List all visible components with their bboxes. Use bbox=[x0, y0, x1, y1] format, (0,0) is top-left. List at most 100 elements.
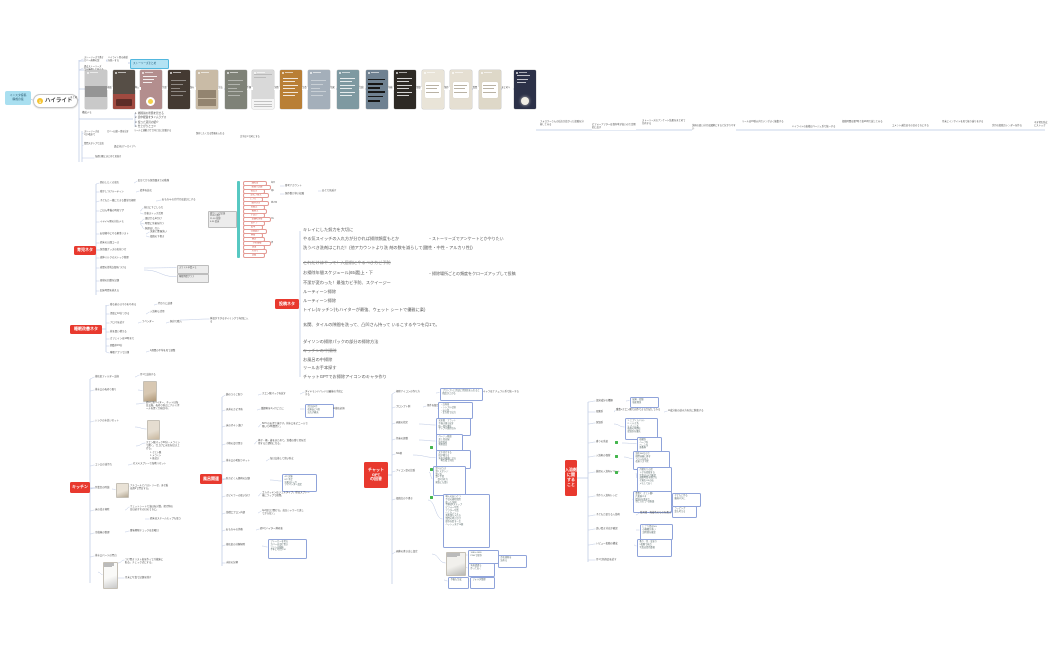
bath-item[interactable]: 毎日交換して臭い防止 bbox=[270, 457, 294, 460]
salt-item[interactable]: 月1で新商品を試す bbox=[596, 558, 617, 561]
kitchen-item[interactable]: 換気扇フィルター交換 bbox=[95, 375, 119, 378]
gap-label[interactable]: 悩み bbox=[189, 87, 196, 90]
gpt-item[interactable]: 色味の調整 bbox=[396, 437, 408, 440]
gpt-sketch[interactable] bbox=[446, 552, 466, 576]
childcare-item[interactable]: イヤイヤ期の対応メモ bbox=[100, 220, 124, 223]
childcare-item[interactable]: 前日に下ごしらえ bbox=[144, 206, 164, 209]
gap-label[interactable]: まとめへ bbox=[501, 87, 513, 90]
post-idea[interactable]: 不潔が変わった！最強カビ予防、スクイージー bbox=[303, 280, 391, 286]
gpt-item[interactable]: 掃除アイコンの作り方 bbox=[396, 390, 420, 393]
story-thumb-14[interactable] bbox=[450, 70, 472, 109]
label-bathsalt[interactable]: 入浴剤 に関 する こと bbox=[565, 460, 577, 496]
bath-item[interactable]: 水栓の分解 bbox=[226, 561, 238, 564]
highlight-node[interactable]: 1 ハイライト bbox=[33, 94, 78, 108]
childcare-item[interactable]: 選ばせる声かけ bbox=[145, 217, 162, 220]
story-step[interactable]: 3. 使った道具の紹介 bbox=[135, 120, 159, 124]
kitchen-note[interactable]: 週末はスチームモップも使う bbox=[150, 517, 182, 520]
salt-note-box[interactable]: 硫黄／炭酸 塩化物泉 bbox=[630, 397, 659, 408]
gap-label[interactable]: 効果 bbox=[330, 87, 337, 90]
bath-item[interactable]: 防カビくん煙剤の記録 bbox=[226, 477, 250, 480]
kitchen-note[interactable]: ウェットシートで油はね対策。揚げ物の日は必ずその日のうちに。 bbox=[130, 505, 174, 511]
story-thumb-4[interactable] bbox=[168, 70, 190, 109]
gap-label[interactable]: 質問 bbox=[472, 87, 479, 90]
label-chatgpt[interactable]: チャット GPT の回答 bbox=[364, 462, 388, 488]
story-thumb-7[interactable] bbox=[252, 70, 274, 109]
chain-note[interactable]: ストーリーズのアンケート結果をまとめて共有する bbox=[642, 120, 686, 126]
gpt-item[interactable]: 投稿文の下書き bbox=[396, 497, 413, 500]
gpt-note-box[interactable]: 予備も生成 bbox=[448, 577, 469, 589]
bath-note[interactable]: ダイヤモンドパッドは最後の手段にする bbox=[305, 390, 344, 396]
salt-note[interactable]: 低刺激・無着色のものを選ぶ bbox=[640, 511, 672, 514]
label-kitchen[interactable]: キッチン bbox=[70, 482, 90, 493]
gpt-item[interactable]: 画風の指定 bbox=[396, 421, 408, 424]
story-thumb-16[interactable] bbox=[514, 70, 536, 109]
kitchen-item[interactable]: 床の拭き掃除 bbox=[95, 508, 110, 511]
story-thumb-5[interactable] bbox=[196, 70, 218, 109]
childcare-item[interactable]: 参考アカウント bbox=[285, 184, 302, 187]
salt-note-box[interactable]: ラッピング 案も考える bbox=[672, 506, 697, 518]
sleep-item[interactable]: 湯船に10分つかる bbox=[110, 312, 130, 315]
salt-item[interactable]: 香りの系統 bbox=[596, 440, 608, 443]
bath-item[interactable]: クエン酸パックを試す bbox=[262, 392, 286, 395]
post-idea[interactable]: やる気スイッチの入れ方が分かれば掃除頻度もとか bbox=[303, 236, 400, 242]
gpt-item[interactable]: NG例 bbox=[396, 452, 402, 455]
bath-note[interactable]: 年2回だけ開ける。高圧シャワーで流してから拭く。 bbox=[262, 509, 304, 515]
sleep-log-box[interactable]: 寝かしつけ記録 20:30 消灯 21:00 就寝 6:30 起床 bbox=[208, 211, 237, 228]
kitchen-photo[interactable] bbox=[147, 420, 160, 440]
childcare-item[interactable]: 液体ミルクのストック管理 bbox=[100, 256, 129, 259]
selected-node[interactable]: ストーリーズまとめ bbox=[130, 59, 169, 69]
story-thumb-8[interactable] bbox=[280, 70, 302, 109]
bath-note-box[interactable]: ブレーカーを切る カバーは浸け置き ファンは綿棒 半年に1回でOK bbox=[268, 539, 307, 559]
kitchen-item[interactable]: 月1で交換する bbox=[140, 373, 156, 376]
story-thumb-3[interactable] bbox=[140, 70, 162, 109]
gap-label[interactable]: 比較 bbox=[359, 87, 366, 90]
childcare-item[interactable]: お昼寝中にやる家事リスト bbox=[100, 232, 129, 235]
kitchen-photo[interactable] bbox=[116, 483, 129, 498]
label-sleep[interactable]: 睡眠改善ネタ bbox=[70, 325, 102, 334]
memo-node[interactable]: 保存したくなる情報を入れる bbox=[196, 133, 225, 135]
gap-label[interactable]: 注意 bbox=[302, 87, 309, 90]
childcare-item[interactable]: ごはん準備の時短ワザ bbox=[100, 209, 124, 212]
gap-label[interactable]: 保存 bbox=[444, 87, 451, 90]
gpt-note-box[interactable]: フォルダ整理 bbox=[470, 577, 495, 589]
salt-item[interactable]: 手作り入浴剤レシピ bbox=[596, 494, 618, 497]
story-list-header[interactable]: 構成メモ bbox=[82, 111, 92, 114]
chain-note[interactable]: 次月の投稿カレンダーを作る bbox=[992, 125, 1032, 128]
bath-item[interactable]: カビキラーの使い分け bbox=[226, 494, 250, 497]
gpt-item[interactable]: 条件を細かく指定 bbox=[427, 404, 447, 407]
childcare-item[interactable]: 冷凍ストック活用 bbox=[144, 212, 164, 215]
post-idea[interactable]: これだけはやって！入居前にやるべきカビ予防 bbox=[303, 260, 391, 266]
post-idea[interactable]: チャットGPTでお掃除アイコンのキャラ作り bbox=[303, 374, 387, 380]
pill-suffix[interactable]: 様子見 bbox=[271, 201, 278, 204]
gap-label[interactable]: 感想 bbox=[416, 87, 423, 90]
story-thumb-1[interactable] bbox=[85, 70, 107, 109]
kitchen-note[interactable]: 週1で泡ハイター、ネットは毎日交換。ぬめり防止にアルミボールを置くか検討中。 bbox=[146, 401, 180, 410]
bath-item[interactable]: 換気扇の分解掃除 bbox=[226, 543, 246, 546]
tag-pill[interactable]: 洗濯 bbox=[243, 253, 265, 259]
sleep-item[interactable]: 入浴剤も活用 bbox=[150, 310, 165, 313]
story-step[interactable]: 2. 途中経過をタイムラプス bbox=[135, 116, 167, 119]
post-idea[interactable]: ルーティーン掃除 bbox=[303, 298, 337, 304]
bath-item[interactable]: 週1でハイター薄め液 bbox=[260, 527, 283, 530]
kitchen-item[interactable]: 作業台の除菌 bbox=[95, 486, 110, 489]
chain-note[interactable]: ハイライトの表紙はベージュ系で統一する bbox=[792, 126, 836, 129]
salt-note[interactable]: ※成分表の読み方を先に勉強する bbox=[668, 409, 704, 412]
salt-note-box[interactable]: 香り／色／温まり 5段階で採点 写真は湯色重視 bbox=[637, 539, 672, 557]
kitchen-item[interactable]: 賞味期限チェックは金曜日 bbox=[130, 529, 159, 532]
bath-note[interactable]: 60℃のお湯で溶かす。排水口をビニールで塞いで2時間置く。 bbox=[262, 422, 308, 428]
childcare-item[interactable]: 子どもと一緒にできる簡単な掃除 bbox=[100, 199, 136, 202]
sleep-item[interactable]: 代わりに読書 bbox=[158, 302, 173, 305]
salt-item[interactable]: 銭湯の入浴剤イベント bbox=[596, 470, 620, 473]
childcare-item[interactable]: あとで見返す bbox=[322, 189, 337, 192]
story-pick-note[interactable]: 過去ストーリーズ から厳選して並べる bbox=[84, 66, 104, 71]
childcare-item[interactable]: 寝かしつけルーティン bbox=[100, 190, 124, 193]
sleep-item[interactable]: ラベンダー bbox=[142, 320, 154, 323]
story-step[interactable]: 1. 掃除前の状態を見せる bbox=[135, 111, 164, 115]
salt-note-box[interactable]: 月替わりの湯 レポを投稿する 写真はOKか確認 混雑時間を避ける 子連れOKの店… bbox=[637, 467, 672, 493]
sleep-item[interactable]: 無印で購入 bbox=[170, 320, 182, 323]
post-idea[interactable]: お風呂の中掃除 bbox=[303, 357, 333, 363]
gpt-note-box[interactable]: 命名規則を 決める bbox=[498, 555, 527, 568]
chain-note[interactable]: フォロワーさんの反応が良かった投稿を分析してみる bbox=[540, 121, 584, 127]
pill-suffix[interactable]: 週2 bbox=[271, 189, 275, 192]
